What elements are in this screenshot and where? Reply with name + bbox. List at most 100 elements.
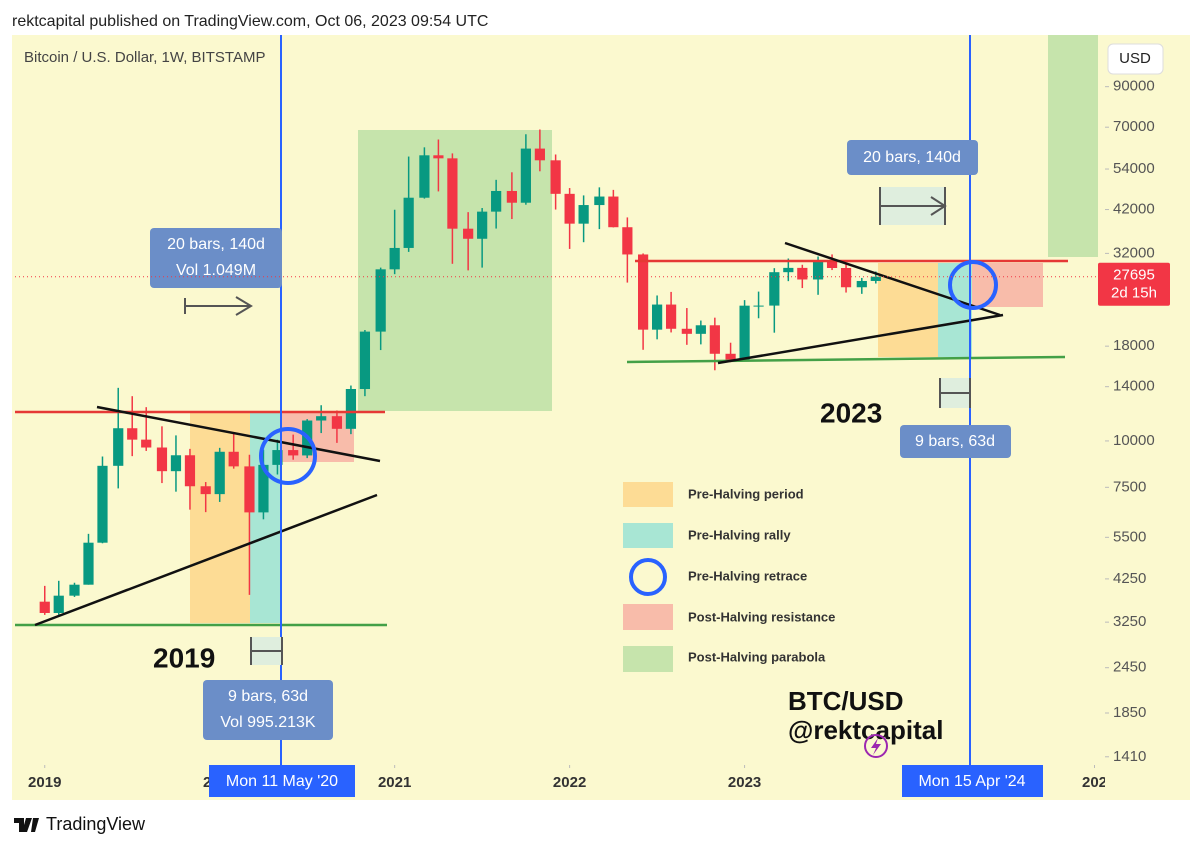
chart-background [12, 35, 1190, 800]
currency: USD [1119, 50, 1151, 67]
candle-body [783, 267, 794, 273]
last-price-box [1098, 262, 1170, 306]
footer: TradingView [14, 814, 146, 834]
date-labels: Mon 11 May '20 Mon 15 Apr '24 [209, 765, 1043, 797]
trendline [784, 241, 1001, 317]
rally-zone [938, 263, 972, 357]
trendline [34, 493, 378, 627]
candle-body [316, 416, 327, 421]
signature: BTC/USD [788, 686, 904, 716]
legend-label: Pre-Halving rally [688, 527, 791, 542]
y-axis: 90000 70000 54000 42000 32000 18000 14000 10000… [1105, 78, 1155, 765]
legend-swatch [629, 558, 667, 596]
candle-body [695, 325, 706, 334]
candle-body [97, 465, 108, 543]
retrace-circle [948, 260, 998, 310]
legend-label: Pre-Halving retrace [688, 568, 807, 583]
trendline [96, 405, 381, 463]
measure-arrow [930, 196, 947, 216]
candle-body [638, 254, 649, 330]
x-tick-label: 2019 [28, 774, 61, 791]
last-price: 27695 [1113, 267, 1155, 284]
candle-body [550, 160, 561, 194]
candle-body [769, 272, 780, 306]
candle-body [564, 193, 575, 224]
candle-body [375, 269, 386, 332]
candle-body [665, 304, 677, 329]
candle-body [200, 486, 211, 495]
year-annotation: 2019 [153, 642, 215, 673]
candle-body [840, 267, 852, 288]
candle-body [753, 305, 764, 307]
legend-swatch [623, 482, 673, 507]
candle-body [725, 353, 736, 360]
date-label: Mon 11 May '20 [226, 773, 338, 790]
candle-body [477, 211, 488, 239]
candle-body [53, 595, 64, 613]
measure-label: 9 bars, 63d [915, 433, 995, 450]
candle-body [113, 428, 124, 466]
measure-boxes: 20 bars, 140d Vol 1.049M 9 bars, 63d Vol… [150, 140, 1011, 740]
measure-label: 20 bars, 140d [167, 236, 265, 253]
candle-body [214, 451, 225, 495]
y-tick-label: 90000 [1113, 78, 1155, 95]
y-tick-label: 18000 [1113, 337, 1155, 354]
candle-body [39, 601, 50, 613]
candle-body [651, 304, 663, 330]
x-tick-label: 202 [1082, 774, 1107, 791]
date-label-box [902, 765, 1043, 797]
candle-body [506, 190, 517, 203]
logo [14, 818, 39, 832]
candle-body [228, 451, 239, 467]
y-tick-label: 4250 [1113, 570, 1146, 587]
candle-body [141, 439, 152, 448]
candle-body [184, 455, 196, 487]
measures [184, 187, 971, 665]
candle-body [403, 197, 414, 248]
legend-swatch [623, 523, 673, 548]
retrace-circle [259, 427, 317, 485]
candle-body [681, 328, 692, 334]
measure-box [203, 680, 333, 740]
legend-label: Post-Halving parabola [688, 649, 826, 664]
measure-label: 20 bars, 140d [863, 149, 961, 166]
legend-label: Pre-Halving period [688, 486, 804, 501]
date-label-box [209, 765, 355, 797]
candle-body [69, 584, 80, 596]
candle-body [419, 155, 430, 198]
candle-body [288, 450, 299, 456]
footer-brand: TradingView [46, 814, 146, 834]
candle-body [797, 267, 808, 280]
y-tick-label: 5500 [1113, 528, 1146, 545]
y-tick-label: 3250 [1113, 613, 1146, 630]
countdown: 2d 15h [1111, 285, 1157, 302]
candle-body [359, 331, 371, 390]
support-line [626, 355, 1066, 364]
candle-body [709, 325, 720, 354]
icon [864, 734, 888, 758]
measure-label: 9 bars, 63d [228, 688, 308, 705]
y-tick-label: 7500 [1113, 478, 1146, 495]
y-tick-label: 1850 [1113, 704, 1146, 721]
legend-label: Post-Halving resistance [688, 609, 835, 624]
legend-swatch [623, 604, 673, 630]
candle-body [345, 389, 357, 429]
date-label: Mon 15 Apr '24 [918, 773, 1025, 790]
y-tick-label: 1410 [1113, 748, 1146, 765]
currency-box[interactable] [1107, 43, 1164, 75]
candle-body [491, 190, 502, 212]
publish-header: rektcapital published on TradingView.com… [12, 13, 488, 30]
legend-swatch [623, 646, 673, 672]
measure-box [150, 228, 282, 288]
y-tick-label: 14000 [1113, 378, 1155, 395]
y-tick-label: 10000 [1113, 432, 1155, 449]
candle-body [812, 261, 824, 280]
y-tick-label: 2450 [1113, 659, 1146, 676]
measure-box [847, 140, 978, 175]
candle-body [826, 261, 838, 268]
candle-body [258, 464, 269, 513]
parabola-zone [1048, 35, 1098, 257]
